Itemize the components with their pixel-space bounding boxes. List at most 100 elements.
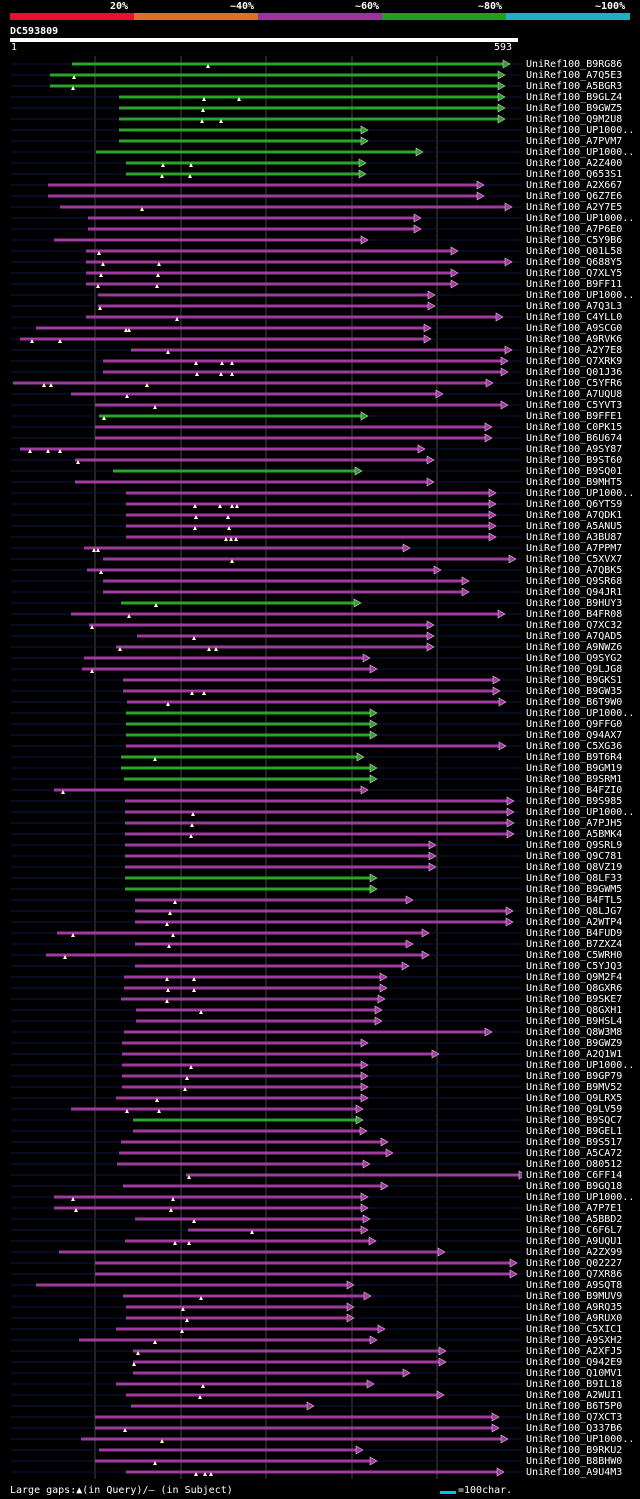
hit-label[interactable]: UniRef100_B4FR08	[526, 609, 623, 620]
hit-label[interactable]: UniRef100_Q8GXR6	[526, 983, 623, 994]
hit-label[interactable]: UniRef100_B9MHT5	[526, 477, 623, 488]
hit-label[interactable]: UniRef100_Q942E9	[526, 1357, 623, 1368]
hit-label[interactable]: UniRef100_B9GQ18	[526, 1181, 623, 1192]
hit-label[interactable]: UniRef100_Q01J36	[526, 367, 623, 378]
hit-label[interactable]: UniRef100_Q8W3M8	[526, 1027, 623, 1038]
hit-label[interactable]: UniRef100_C5YJQ3	[526, 961, 623, 972]
hit-label[interactable]: UniRef100_B9HUY3	[526, 598, 623, 609]
hit-label[interactable]: UniRef100_A9RUX0	[526, 1313, 623, 1324]
hit-label[interactable]: UniRef100_A2WUI1	[526, 1390, 623, 1401]
hit-label[interactable]: UniRef100_B4FZI0	[526, 785, 623, 796]
hit-label[interactable]: UniRef100_Q8GXH1	[526, 1005, 623, 1016]
hit-label[interactable]: UniRef100_B9FFE1	[526, 411, 623, 422]
hit-label[interactable]: UniRef100_A7PJH5	[526, 818, 623, 829]
hit-label[interactable]: UniRef100_B6T5P0	[526, 1401, 623, 1412]
hit-label[interactable]: UniRef100_A9NWZ6	[526, 642, 623, 653]
hit-label[interactable]: UniRef100_Q9M2F4	[526, 972, 623, 983]
hit-label[interactable]: UniRef100_C0PK15	[526, 422, 623, 433]
hit-label[interactable]: UniRef100_A7PPM7	[526, 543, 623, 554]
hit-label[interactable]: UniRef100_C6FF14	[526, 1170, 623, 1181]
hit-label[interactable]: UniRef100_A9UQU1	[526, 1236, 623, 1247]
hit-label[interactable]: UniRef100_O80512	[526, 1159, 623, 1170]
hit-label[interactable]: UniRef100_A5BMK4	[526, 829, 623, 840]
hit-label[interactable]: UniRef100_A2XFJ5	[526, 1346, 623, 1357]
hit-label[interactable]: UniRef100_B9SQ01	[526, 466, 623, 477]
hit-label[interactable]: UniRef100_Q8LF33	[526, 873, 623, 884]
hit-label[interactable]: UniRef100_A7Q3L3	[526, 301, 623, 312]
hit-label[interactable]: UniRef100_B9SQC7	[526, 1115, 623, 1126]
hit-label[interactable]: UniRef100_UP1000..	[526, 1060, 635, 1071]
hit-label[interactable]: UniRef100_A7P7E1	[526, 1203, 623, 1214]
hit-label[interactable]: UniRef100_B6U674	[526, 433, 623, 444]
hit-label[interactable]: UniRef100_B4FTL5	[526, 895, 623, 906]
hit-label[interactable]: UniRef100_B9GWM5	[526, 884, 623, 895]
hit-label[interactable]: UniRef100_Q9FFG0	[526, 719, 623, 730]
hit-label[interactable]: UniRef100_A2X667	[526, 180, 623, 191]
hit-label[interactable]: UniRef100_Q337B6	[526, 1423, 623, 1434]
hit-label[interactable]: UniRef100_Q9LJG8	[526, 664, 623, 675]
hit-label[interactable]: UniRef100_UP1000..	[526, 290, 635, 301]
hit-label[interactable]: UniRef100_Q9C781	[526, 851, 623, 862]
hit-label[interactable]: UniRef100_A5ANU5	[526, 521, 623, 532]
hit-label[interactable]: UniRef100_B9SKE7	[526, 994, 623, 1005]
hit-label[interactable]: UniRef100_B9GWZ5	[526, 103, 623, 114]
hit-label[interactable]: UniRef100_A9RVK6	[526, 334, 623, 345]
hit-label[interactable]: UniRef100_A5BBD2	[526, 1214, 623, 1225]
hit-label[interactable]: UniRef100_C5Y9B6	[526, 235, 623, 246]
hit-label[interactable]: UniRef100_A9SQT8	[526, 1280, 623, 1291]
hit-label[interactable]: UniRef100_B8BHW0	[526, 1456, 623, 1467]
hit-label[interactable]: UniRef100_B9SRM1	[526, 774, 623, 785]
hit-label[interactable]: UniRef100_B6T9W0	[526, 697, 623, 708]
hit-label[interactable]: UniRef100_A7QBK5	[526, 565, 623, 576]
hit-label[interactable]: UniRef100_B4FUD9	[526, 928, 623, 939]
hit-label[interactable]: UniRef100_Q02227	[526, 1258, 623, 1269]
hit-label[interactable]: UniRef100_UP1000..	[526, 807, 635, 818]
hit-label[interactable]: UniRef100_Q9SYG2	[526, 653, 623, 664]
hit-label[interactable]: UniRef100_A5CA72	[526, 1148, 623, 1159]
hit-label[interactable]: UniRef100_B9MUV9	[526, 1291, 623, 1302]
hit-label[interactable]: UniRef100_C5YFR6	[526, 378, 623, 389]
hit-label[interactable]: UniRef100_Q653S1	[526, 169, 623, 180]
hit-label[interactable]: UniRef100_B9S517	[526, 1137, 623, 1148]
hit-label[interactable]: UniRef100_C5XVX7	[526, 554, 623, 565]
hit-label[interactable]: UniRef100_B9GWZ9	[526, 1038, 623, 1049]
hit-label[interactable]: UniRef100_Q7XRK9	[526, 356, 623, 367]
hit-label[interactable]: UniRef100_B9RG86	[526, 59, 623, 70]
hit-label[interactable]: UniRef100_B9ST60	[526, 455, 623, 466]
hit-label[interactable]: UniRef100_C5XIC1	[526, 1324, 623, 1335]
hit-label[interactable]: UniRef100_A2WTP4	[526, 917, 623, 928]
hit-label[interactable]: UniRef100_B9GKS1	[526, 675, 623, 686]
hit-label[interactable]: UniRef100_A2ZX99	[526, 1247, 623, 1258]
hit-label[interactable]: UniRef100_C5YVT3	[526, 400, 623, 411]
hit-label[interactable]: UniRef100_Q9M2U8	[526, 114, 623, 125]
hit-label[interactable]: UniRef100_B9GW35	[526, 686, 623, 697]
hit-label[interactable]: UniRef100_B9FF11	[526, 279, 623, 290]
hit-label[interactable]: UniRef100_UP1000..	[526, 213, 635, 224]
hit-label[interactable]: UniRef100_UP1000..	[526, 1434, 635, 1445]
hit-label[interactable]: UniRef100_B9HSL4	[526, 1016, 623, 1027]
hit-label[interactable]: UniRef100_A9SY87	[526, 444, 623, 455]
hit-label[interactable]: UniRef100_Q10MV1	[526, 1368, 623, 1379]
hit-label[interactable]: UniRef100_B9S985	[526, 796, 623, 807]
hit-label[interactable]: UniRef100_C4YLL0	[526, 312, 623, 323]
hit-label[interactable]: UniRef100_A5BGR3	[526, 81, 623, 92]
hit-label[interactable]: UniRef100_A2Z400	[526, 158, 623, 169]
hit-label[interactable]: UniRef100_Q7XLY5	[526, 268, 623, 279]
hit-label[interactable]: UniRef100_Q6Z7E6	[526, 191, 623, 202]
hit-label[interactable]: UniRef100_B7ZXZ4	[526, 939, 623, 950]
hit-label[interactable]: UniRef100_Q7XC32	[526, 620, 623, 631]
hit-label[interactable]: UniRef100_Q7XCT3	[526, 1412, 623, 1423]
hit-label[interactable]: UniRef100_A3BU87	[526, 532, 623, 543]
hit-label[interactable]: UniRef100_C5XG36	[526, 741, 623, 752]
hit-label[interactable]: UniRef100_Q8LJG7	[526, 906, 623, 917]
hit-label[interactable]: UniRef100_A2Y7E5	[526, 202, 623, 213]
hit-label[interactable]: UniRef100_B9RKU2	[526, 1445, 623, 1456]
hit-label[interactable]: UniRef100_A2Q1W1	[526, 1049, 623, 1060]
hit-label[interactable]: UniRef100_B9T6R4	[526, 752, 623, 763]
hit-label[interactable]: UniRef100_A7QAD5	[526, 631, 623, 642]
hit-label[interactable]: UniRef100_Q9LV59	[526, 1104, 623, 1115]
hit-label[interactable]: UniRef100_A7P6E0	[526, 224, 623, 235]
hit-label[interactable]: UniRef100_C6F6L7	[526, 1225, 623, 1236]
hit-label[interactable]: UniRef100_A7Q5E3	[526, 70, 623, 81]
hit-label[interactable]: UniRef100_A9U4M3	[526, 1467, 623, 1478]
